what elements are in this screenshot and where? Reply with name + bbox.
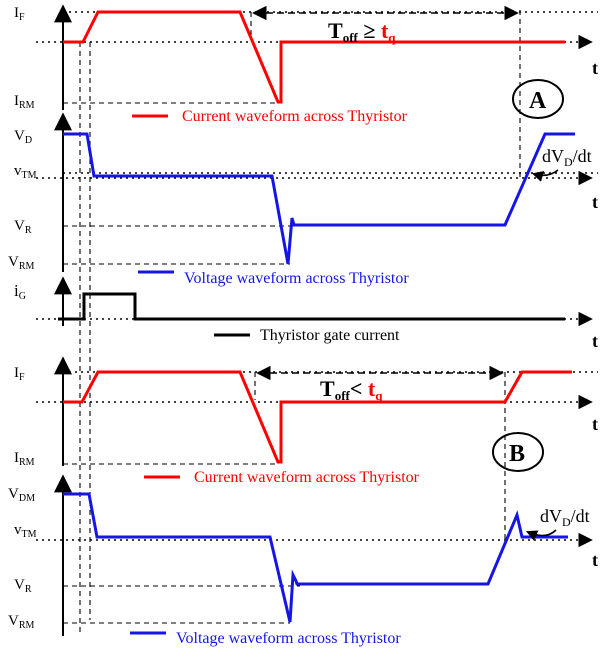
top-vrm-label: VRM bbox=[8, 254, 35, 272]
slope-label-a: dVD/dt bbox=[542, 146, 592, 169]
legend-current-a: Current waveform across Thyristor bbox=[182, 108, 408, 125]
time-label-4: t bbox=[592, 414, 598, 434]
top-vd-label: VD bbox=[14, 128, 32, 146]
time-label-5: t bbox=[592, 550, 598, 570]
bottom-irm-label: IRM bbox=[14, 450, 35, 468]
case-b-circle-label: B bbox=[509, 441, 525, 467]
case-b-circle bbox=[492, 432, 544, 472]
bottom-if-label: IF bbox=[14, 365, 25, 383]
bottom-vr-label: VR bbox=[14, 577, 32, 595]
bottom-vtm-label: vTM bbox=[14, 522, 37, 540]
bottom-current-waveform bbox=[63, 370, 572, 464]
case-a-circle-label: A bbox=[529, 88, 547, 114]
toff-label-b: Toff< tq bbox=[320, 376, 383, 403]
top-vr-label: VR bbox=[14, 218, 32, 236]
time-label-2: t bbox=[592, 192, 598, 212]
bottom-vrm-label: VRM bbox=[8, 613, 35, 631]
time-label-3: t bbox=[592, 331, 598, 351]
case-a-circle bbox=[512, 79, 564, 119]
top-irm-label: IRM bbox=[14, 93, 35, 111]
slope-arrow-a bbox=[531, 169, 559, 182]
top-current-waveform bbox=[63, 10, 565, 104]
legend-voltage-a: Voltage waveform across Thyristor bbox=[184, 270, 409, 287]
time-label-1: t bbox=[592, 58, 598, 78]
top-vtm-label: vTM bbox=[14, 163, 37, 181]
slope-label-b: dVD/dt bbox=[540, 506, 590, 529]
gate-current-waveform bbox=[58, 292, 565, 321]
slope-arrow-b bbox=[525, 529, 557, 541]
bottom-voltage-waveform bbox=[63, 492, 568, 623]
toff-label-a: Toff ≥ tq bbox=[328, 18, 396, 45]
bottom-vdm-label: VDM bbox=[8, 486, 35, 504]
gate-ig-label: iG bbox=[14, 281, 26, 302]
top-voltage-waveform bbox=[63, 132, 575, 265]
legend-gate: Thyristor gate current bbox=[260, 327, 400, 344]
legend-current-b: Current waveform across Thyristor bbox=[194, 469, 420, 486]
top-if-label: IF bbox=[14, 5, 25, 23]
legend-voltage-b: Voltage waveform across Thyristor bbox=[176, 630, 401, 647]
